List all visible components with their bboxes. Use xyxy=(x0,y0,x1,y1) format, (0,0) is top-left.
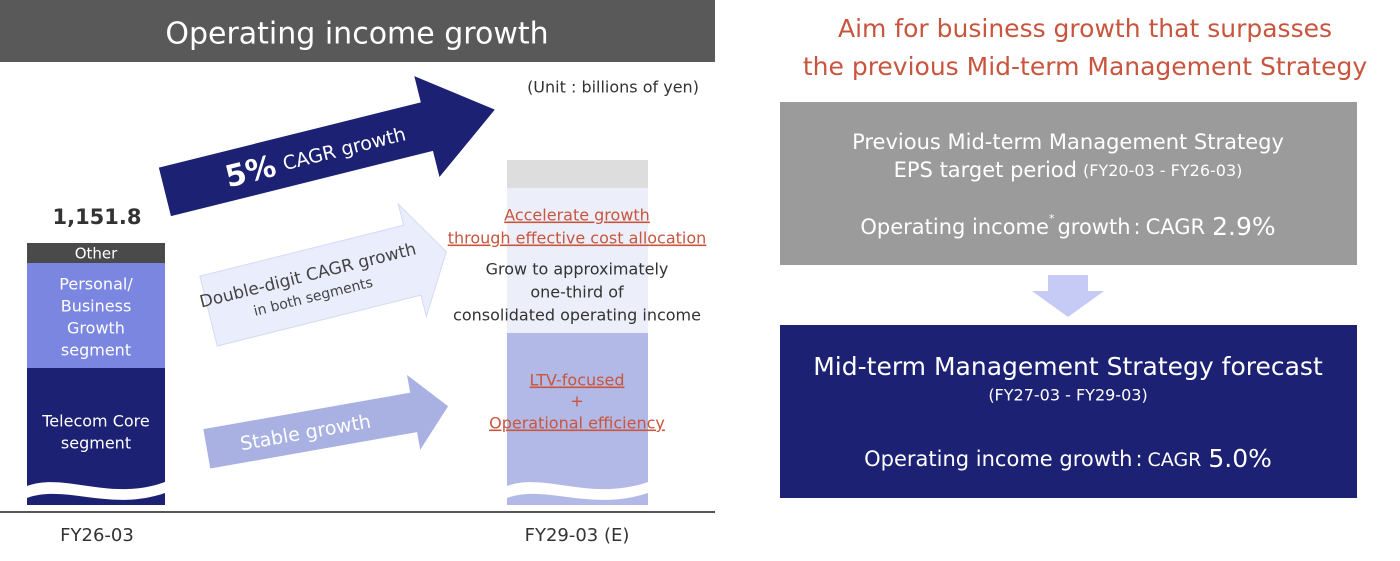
header-bar xyxy=(0,0,715,62)
note-text: Grow to approximately xyxy=(486,260,669,279)
text-span: CAGR xyxy=(1148,449,1202,471)
box-heading: Mid-term Management Strategy forecast xyxy=(813,352,1323,381)
text-span: CAGR xyxy=(1146,215,1206,239)
total-label: 1,151.8 xyxy=(52,205,141,229)
text-span: * xyxy=(1049,212,1055,225)
note-text: through effective cost allocation xyxy=(448,229,707,248)
wave xyxy=(27,482,165,500)
previous-box xyxy=(780,102,1357,265)
segment-label: segment xyxy=(61,341,131,360)
segment-label: Business xyxy=(61,297,132,316)
text-span: Operating income xyxy=(860,215,1049,239)
note-text: LTV-focused xyxy=(530,371,625,390)
segment-other-future xyxy=(507,160,648,188)
segment-other xyxy=(27,243,165,263)
text-span: growth xyxy=(1057,215,1130,239)
text-span: (FY20-03 - FY26-03) xyxy=(1083,161,1242,180)
segment-personal xyxy=(27,263,165,368)
segment-label: segment xyxy=(61,434,131,453)
box-period: EPS target period (FY20-03 - FY26-03) xyxy=(894,158,1243,182)
box-metric: Operating income* growth: CAGR 2.9% xyxy=(860,212,1275,241)
segment-personal-future xyxy=(507,188,648,333)
x-label: FY29-03 (E) xyxy=(525,525,630,546)
text-span: Operating income growth xyxy=(864,447,1132,471)
panel-title: the previous Mid-term Management Strateg… xyxy=(803,52,1367,81)
box-period: (FY27-03 - FY29-03) xyxy=(988,386,1147,405)
segment-label: Other xyxy=(75,245,118,263)
box-heading: Previous Mid-term Management Strategy xyxy=(852,130,1284,154)
panel-title: Operating income growth xyxy=(165,17,548,52)
text-span: 5.0% xyxy=(1208,444,1272,473)
forecast-box xyxy=(780,325,1357,498)
text-span: : xyxy=(1134,215,1141,239)
text-span: : xyxy=(1135,447,1142,471)
note-text: Accelerate growth xyxy=(504,206,650,225)
segment-label: Personal/ xyxy=(59,275,133,294)
main-arrow: 5%CAGR growth xyxy=(158,76,495,217)
wave xyxy=(507,482,648,500)
segment-telecom-future xyxy=(507,333,648,505)
segment-label: Growth xyxy=(67,319,125,338)
down-arrow xyxy=(1032,275,1104,317)
unit-note: (Unit : billions of yen) xyxy=(527,78,699,97)
x-label: FY26-03 xyxy=(60,525,134,546)
panel-title: Aim for business growth that surpasses xyxy=(838,14,1332,43)
segment-label: Telecom Core xyxy=(41,412,149,431)
note-text: + xyxy=(570,392,583,411)
note-text: consolidated operating income xyxy=(453,306,701,325)
text-span: EPS target period xyxy=(894,158,1077,182)
stable-arrow: Stable growth xyxy=(203,374,449,469)
note-text: one-third of xyxy=(530,283,624,302)
note-text: Operational efficiency xyxy=(489,414,665,433)
box-metric: Operating income growth: CAGR 5.0% xyxy=(864,444,1272,473)
text-span: 2.9% xyxy=(1212,212,1276,241)
growth-arrow: Double-digit CAGR growth in both segment… xyxy=(198,202,447,347)
